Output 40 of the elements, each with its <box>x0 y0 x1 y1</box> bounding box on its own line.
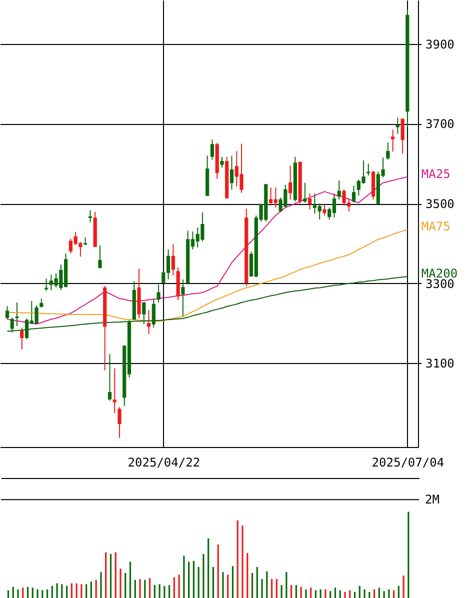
candlestick <box>142 302 146 325</box>
candlestick <box>181 278 185 317</box>
candlestick <box>303 182 307 204</box>
x-tick-label: 2025/04/22 <box>128 456 200 470</box>
candlestick <box>308 193 312 210</box>
candlestick <box>112 368 116 414</box>
y-tick-label: 3500 <box>426 197 454 212</box>
series-label: MA75 <box>421 219 450 234</box>
candlestick <box>10 317 14 333</box>
candlestick <box>210 139 214 160</box>
candlestick <box>220 156 224 168</box>
candlestick <box>230 155 234 190</box>
y-tick-label: 3900 <box>426 37 454 52</box>
series-label: MA25 <box>421 166 450 181</box>
candlestick <box>288 165 292 200</box>
candlestick <box>400 118 404 154</box>
x-tick-label: 2025/07/04 <box>372 456 444 470</box>
candlestick <box>146 310 151 335</box>
candlestick <box>98 244 102 268</box>
candlestick <box>44 278 48 292</box>
candlestick <box>386 142 390 160</box>
candlestick <box>20 327 24 350</box>
candlestick <box>15 302 19 327</box>
candlestick <box>5 306 10 320</box>
candlestick <box>118 406 122 438</box>
candlestick <box>337 180 341 200</box>
candlestick <box>152 298 156 328</box>
candlestick <box>390 129 395 152</box>
y-tick-label: 3300 <box>426 276 454 291</box>
candlestick <box>108 354 112 402</box>
candlestick <box>352 185 356 204</box>
candlestick <box>171 244 175 276</box>
candlestick <box>322 203 326 216</box>
ref-line-label: 2M <box>425 492 440 507</box>
candlestick <box>396 117 400 134</box>
candlestick <box>366 163 370 176</box>
candlestick <box>88 210 92 223</box>
candlestick <box>156 284 160 304</box>
y-tick-label: 3100 <box>426 356 454 371</box>
y-tick-label: 3700 <box>426 117 454 132</box>
